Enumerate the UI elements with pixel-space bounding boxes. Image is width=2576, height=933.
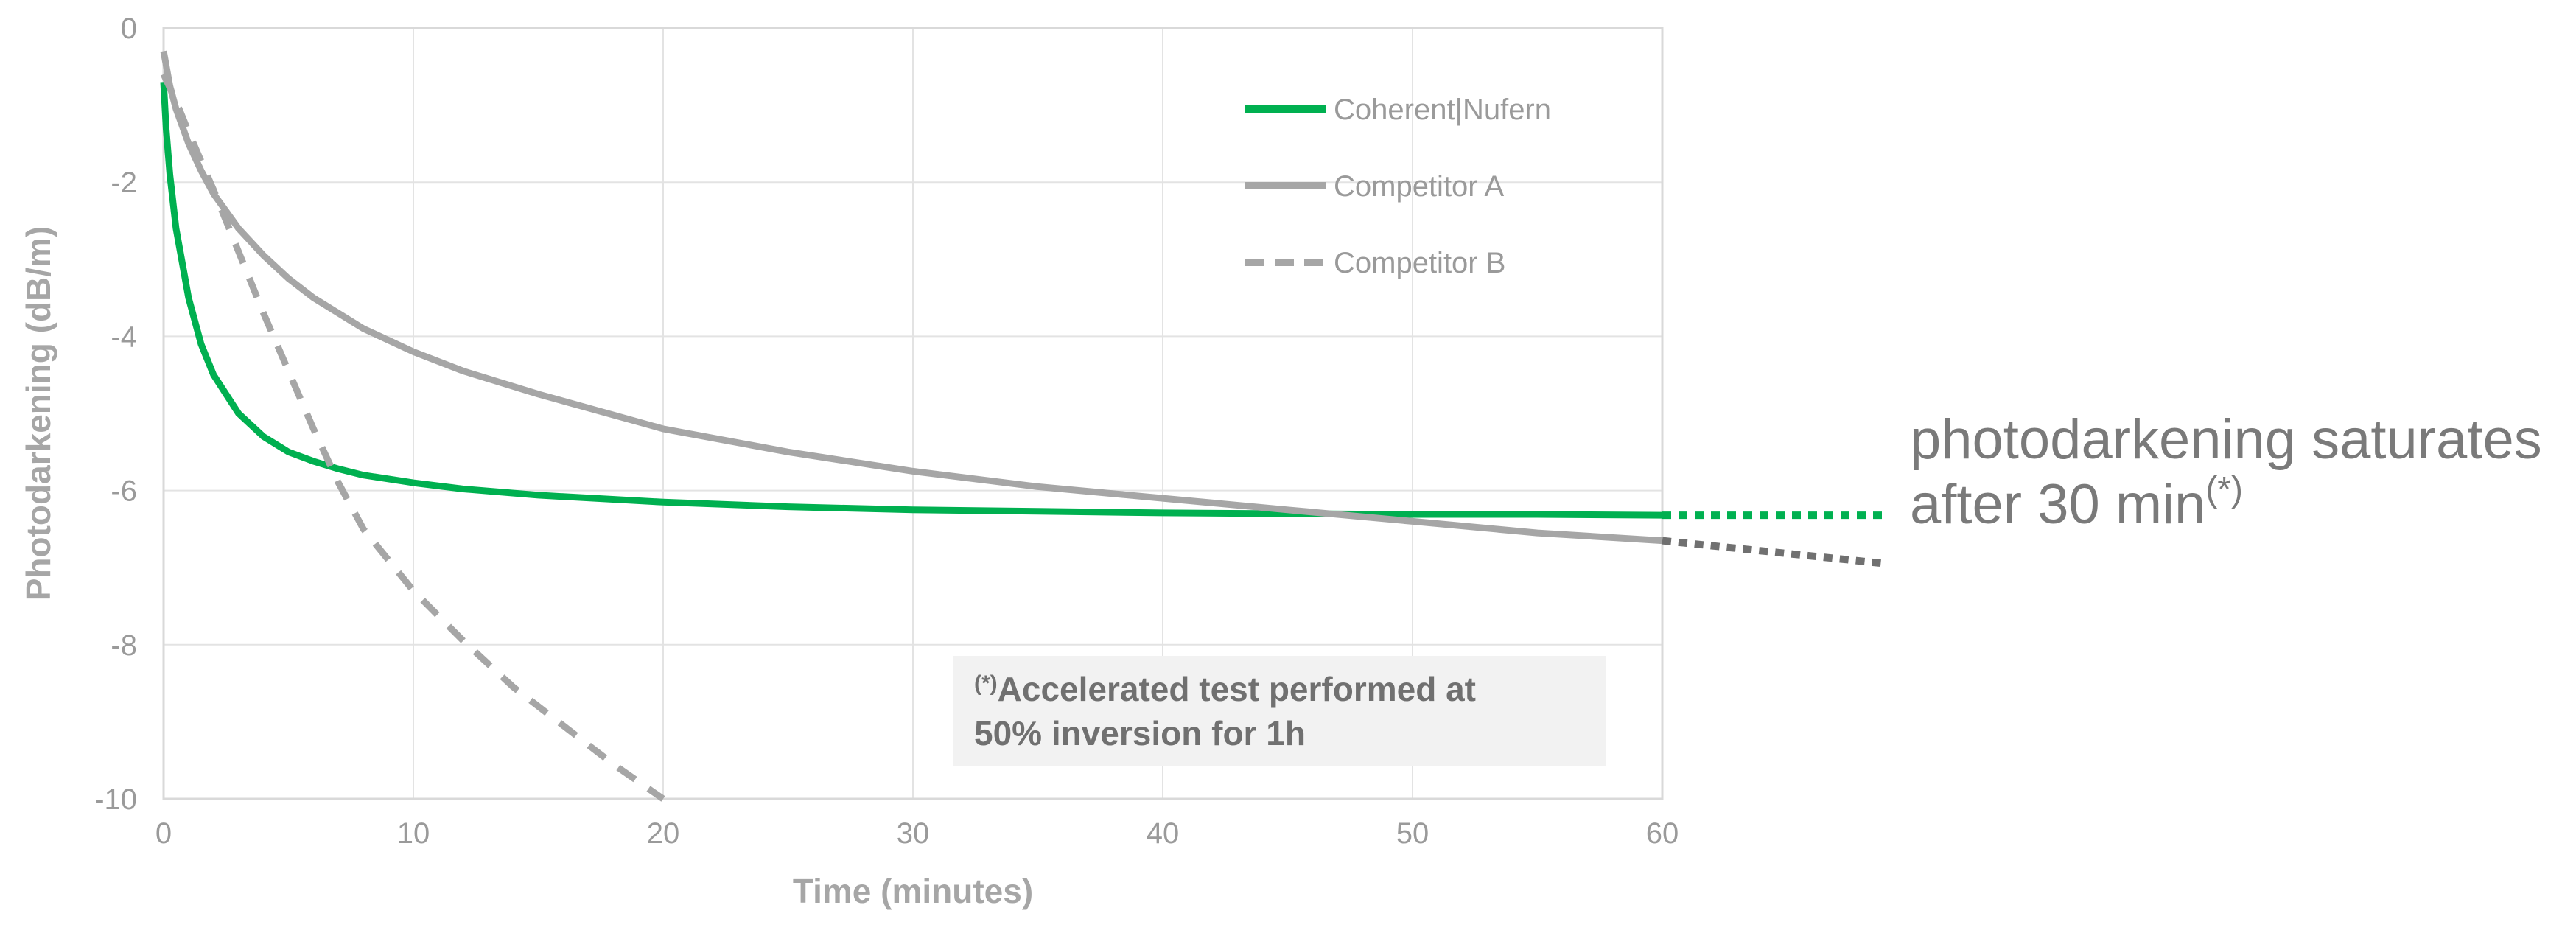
series-line-coherent-nufern <box>160 81 1663 519</box>
plot-frame <box>162 27 1664 800</box>
footnote-line-2: 50% inversion for 1h <box>974 714 1306 752</box>
footnote-line-1: Accelerated test performed at <box>998 670 1476 708</box>
x-tick-label: 20 <box>647 817 680 850</box>
series-lines <box>160 50 1663 802</box>
legend-label-competitor-b: Competitor B <box>1334 247 1505 279</box>
legend-label-coherent-nufern: Coherent|Nufern <box>1334 94 1551 126</box>
legend: Coherent|Nufern Competitor A Competitor B <box>1245 94 1551 279</box>
grid <box>164 28 1662 799</box>
footnote-background <box>953 656 1606 766</box>
legend-label-competitor-a: Competitor A <box>1334 170 1505 203</box>
x-tick-label: 10 <box>397 817 430 850</box>
callout-line-1: photodarkening saturates <box>1910 408 2542 471</box>
y-tick-label: -6 <box>111 475 137 508</box>
callout-text-line-2: after 30 min(*) <box>1910 470 2243 536</box>
x-tick-label: 50 <box>1396 817 1429 850</box>
y-tick-label: -8 <box>111 629 137 662</box>
x-tick-label: 30 <box>897 817 930 850</box>
x-tick-label: 0 <box>155 817 172 850</box>
y-tick-label: -2 <box>111 167 137 199</box>
y-tick-label: -4 <box>111 321 137 353</box>
series-line-competitor-a <box>160 50 1663 545</box>
callout-line-2: after 30 min <box>1910 473 2205 536</box>
extension-line-competitor-a <box>1662 537 1888 567</box>
y-axis-title: Photodarkening (dB/m) <box>19 226 57 601</box>
footnote-text-line-1: (*)Accelerated test performed at <box>974 670 1476 708</box>
footnote-marker: (*) <box>974 671 998 696</box>
x-tick-label: 40 <box>1147 817 1180 850</box>
series-extensions <box>1662 511 1888 567</box>
footnote-box: (*)Accelerated test performed at 50% inv… <box>953 656 1606 766</box>
x-axis-title: Time (minutes) <box>793 872 1033 910</box>
y-tick-label: -10 <box>94 783 137 816</box>
saturation-callout: photodarkening saturates after 30 min(*) <box>1910 408 2542 536</box>
callout-marker: (*) <box>2205 470 2243 509</box>
tick-labels: 0 10 20 30 40 50 60 0 -2 -4 -6 -8 -10 <box>94 13 1679 850</box>
y-tick-label: 0 <box>121 13 137 45</box>
x-tick-label: 60 <box>1646 817 1679 850</box>
series-line-competitor-b <box>160 72 665 802</box>
